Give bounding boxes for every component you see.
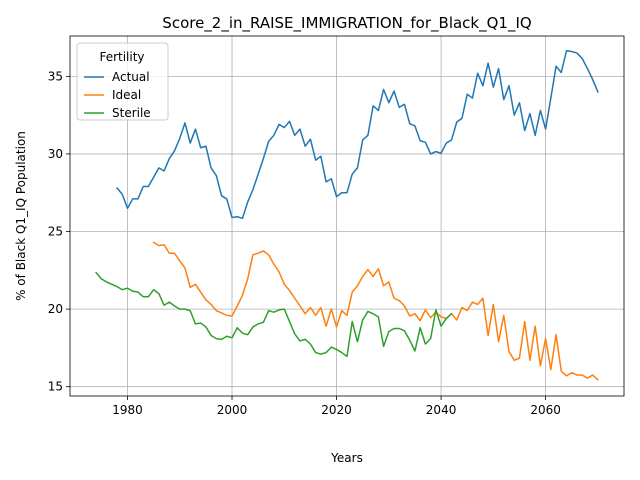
chart-title: Score_2_in_RAISE_IMMIGRATION_for_Black_Q… — [162, 14, 531, 33]
series-lines — [95, 49, 599, 381]
x-tick-label: 2000 — [217, 403, 248, 417]
series-line-ideal — [152, 241, 599, 381]
grid-lines — [70, 36, 624, 396]
legend-label-sterile: Sterile — [112, 106, 151, 120]
y-tick-label: 35 — [48, 69, 63, 83]
legend-label-actual: Actual — [112, 70, 150, 84]
x-axis-ticks: 1980 2000 2020 2040 2060 — [112, 396, 561, 417]
y-tick-label: 15 — [48, 380, 63, 394]
legend: Fertility Actual Ideal Sterile — [76, 42, 169, 121]
y-axis-label: % of Black Q1_IQ Population — [14, 131, 28, 301]
x-tick-label: 2060 — [530, 403, 561, 417]
y-tick-label: 25 — [48, 225, 63, 239]
x-tick-label: 2020 — [321, 403, 352, 417]
y-tick-label: 20 — [48, 302, 63, 316]
series-line-sterile — [95, 271, 453, 358]
plot-frame — [69, 35, 625, 397]
x-tick-label: 2040 — [426, 403, 457, 417]
legend-item-actual: Actual — [84, 70, 150, 84]
legend-title: Fertility — [99, 50, 144, 64]
y-axis-ticks: 15 20 25 30 35 — [48, 69, 70, 394]
legend-label-ideal: Ideal — [112, 88, 141, 102]
x-axis-label: Years — [330, 451, 363, 465]
x-tick-label: 1980 — [112, 403, 143, 417]
legend-item-sterile: Sterile — [84, 106, 151, 120]
legend-item-ideal: Ideal — [84, 88, 141, 102]
y-tick-label: 30 — [48, 147, 63, 161]
legend-box — [76, 42, 169, 121]
series-line-actual — [115, 49, 599, 220]
